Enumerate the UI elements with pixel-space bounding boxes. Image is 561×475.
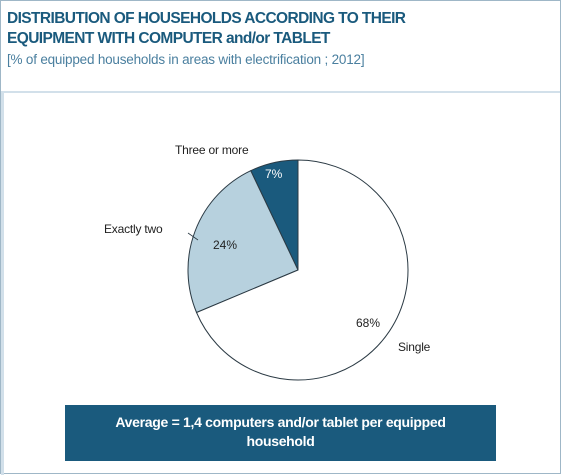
chart-title-line-2: EQUIPMENT WITH COMPUTER and/or TABLET [7, 30, 330, 47]
chart-header: DISTRIBUTION OF HOUSEHOLDS ACCORDING TO … [1, 1, 560, 93]
pie-label-three-or-more: Three or more [175, 143, 249, 157]
average-box: Average = 1,4 computers and/or tablet pe… [65, 405, 496, 461]
chart-title: DISTRIBUTION OF HOUSEHOLDS ACCORDING TO … [7, 9, 561, 49]
pie-label-single: Single [398, 340, 431, 354]
leader-line-exactly-two [187, 232, 199, 241]
chart-subtitle: [% of equipped households in areas with … [7, 52, 365, 67]
left-rule [1, 93, 4, 475]
pie-value-exactly-two: 24% [213, 238, 238, 252]
chart-title-line-1: DISTRIBUTION OF HOUSEHOLDS ACCORDING TO … [7, 10, 406, 27]
pie-slice-exactly-two [187, 170, 299, 314]
pie-value-single: 68% [356, 316, 381, 330]
pie-slice-single [195, 159, 409, 381]
pie-label-exactly-two: Exactly two [104, 222, 163, 236]
pie-value-three-or-more: 7% [265, 167, 283, 181]
